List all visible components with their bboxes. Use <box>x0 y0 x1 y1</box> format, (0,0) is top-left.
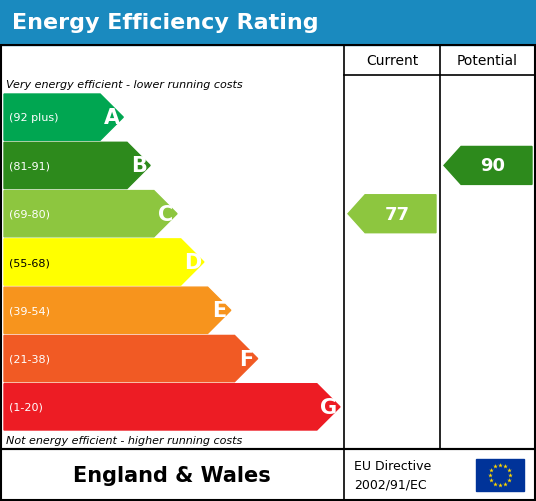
Text: (81-91): (81-91) <box>9 161 50 171</box>
Text: 90: 90 <box>481 157 505 175</box>
Text: B: B <box>131 156 146 176</box>
Polygon shape <box>444 147 532 185</box>
Text: Potential: Potential <box>457 54 518 68</box>
Bar <box>1 449 535 500</box>
Text: C: C <box>158 204 173 224</box>
Text: England & Wales: England & Wales <box>73 465 271 485</box>
Text: D: D <box>184 253 201 273</box>
Text: Very energy efficient - lower running costs: Very energy efficient - lower running co… <box>6 80 243 90</box>
Polygon shape <box>4 191 177 237</box>
Polygon shape <box>4 95 123 141</box>
Bar <box>0 0 536 46</box>
Polygon shape <box>348 195 436 233</box>
Text: Not energy efficient - higher running costs: Not energy efficient - higher running co… <box>6 435 242 445</box>
Text: E: E <box>212 301 226 321</box>
Polygon shape <box>4 288 231 334</box>
Polygon shape <box>4 336 258 382</box>
Text: (21-38): (21-38) <box>9 354 50 364</box>
Text: (55-68): (55-68) <box>9 258 50 268</box>
Text: (1-20): (1-20) <box>9 402 43 412</box>
Text: (39-54): (39-54) <box>9 306 50 316</box>
Text: (92 plus): (92 plus) <box>9 113 58 123</box>
Text: Energy Efficiency Rating: Energy Efficiency Rating <box>12 13 318 33</box>
Polygon shape <box>4 384 340 430</box>
Text: F: F <box>239 349 253 369</box>
Text: G: G <box>320 397 337 417</box>
Polygon shape <box>4 143 150 189</box>
Bar <box>476 459 524 491</box>
Text: Current: Current <box>366 54 418 68</box>
Text: A: A <box>103 108 120 128</box>
Text: 77: 77 <box>385 205 410 223</box>
Polygon shape <box>4 239 204 286</box>
Bar <box>1 46 535 449</box>
Text: (69-80): (69-80) <box>9 209 50 219</box>
Text: EU Directive
2002/91/EC: EU Directive 2002/91/EC <box>354 459 431 490</box>
